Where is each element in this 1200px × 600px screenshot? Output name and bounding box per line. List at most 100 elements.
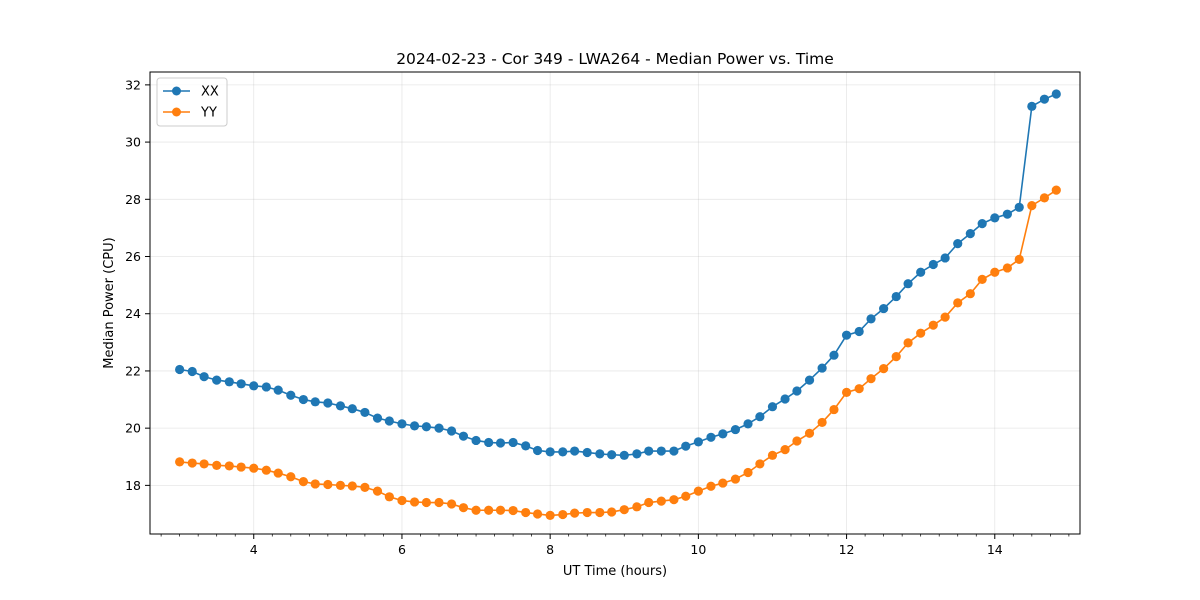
data-point-yy	[977, 274, 987, 284]
data-point-yy	[484, 505, 494, 515]
data-point-yy	[286, 472, 296, 482]
data-point-yy	[236, 462, 246, 472]
data-point-yy	[458, 503, 469, 513]
data-point-xx	[434, 423, 444, 433]
data-point-xx	[545, 447, 555, 457]
data-point-yy	[224, 461, 234, 471]
data-point-xx	[706, 432, 716, 442]
data-point-yy	[681, 491, 691, 501]
data-point-xx	[175, 364, 185, 375]
data-point-xx	[484, 437, 494, 448]
ticks: 4 6 8 10 12 14 18 20 22 24 26 28 30 32	[125, 77, 1070, 557]
data-point-xx	[767, 402, 778, 412]
x-tick-label: 12	[839, 542, 855, 557]
data-point-yy	[965, 289, 975, 299]
data-point-yy	[804, 428, 815, 438]
data-point-yy	[1014, 254, 1024, 264]
data-point-xx	[397, 419, 407, 429]
data-point-xx	[632, 449, 642, 459]
data-point-xx	[372, 413, 383, 423]
data-point-xx	[310, 397, 320, 407]
data-point-yy	[854, 384, 864, 394]
data-point-xx	[1002, 209, 1012, 219]
data-point-xx	[669, 446, 679, 456]
data-point-yy	[397, 495, 407, 506]
data-point-xx	[891, 291, 901, 302]
data-point-xx	[792, 386, 802, 396]
data-point-yy	[990, 267, 1000, 277]
data-point-yy	[532, 509, 543, 519]
data-point-yy	[495, 505, 506, 515]
data-point-yy	[743, 467, 753, 478]
data-point-xx	[360, 407, 370, 418]
data-point-xx	[558, 447, 568, 457]
data-point-xx	[804, 375, 815, 385]
data-point-yy	[249, 463, 259, 473]
data-point-yy	[817, 417, 827, 428]
data-point-xx	[286, 390, 296, 400]
data-point-yy	[199, 459, 209, 469]
data-point-yy	[718, 478, 728, 488]
data-point-xx	[928, 259, 938, 270]
grid	[150, 72, 1080, 534]
data-point-yy	[730, 474, 741, 484]
data-point-yy	[323, 479, 333, 490]
x-tick-label: 4	[250, 542, 258, 557]
data-point-xx	[656, 446, 666, 456]
data-point-yy	[187, 458, 197, 468]
data-point-xx	[817, 363, 827, 373]
data-point-yy	[508, 505, 518, 516]
data-point-xx	[495, 438, 506, 448]
data-point-xx	[323, 398, 333, 408]
y-tick-label: 24	[125, 306, 141, 321]
data-point-yy	[693, 486, 703, 496]
data-point-xx	[384, 416, 394, 426]
data-point-xx	[730, 424, 741, 435]
data-point-xx	[866, 314, 876, 324]
data-point-yy	[669, 495, 679, 505]
data-point-xx	[743, 419, 753, 429]
data-point-xx	[940, 253, 950, 263]
data-point-yy	[335, 480, 346, 490]
data-point-yy	[953, 298, 963, 308]
data-point-xx	[1051, 89, 1061, 99]
data-point-yy	[916, 328, 926, 338]
data-point-xx	[261, 382, 271, 392]
data-point-yy	[545, 510, 555, 521]
x-tick-label: 14	[987, 542, 1003, 557]
data-point-xx	[570, 446, 580, 456]
data-point-yy	[582, 507, 592, 518]
data-point-xx	[471, 435, 481, 446]
data-point-yy	[632, 502, 642, 512]
data-point-xx	[879, 303, 889, 314]
data-point-xx	[693, 437, 703, 447]
data-point-yy	[471, 505, 481, 515]
data-point-yy	[175, 457, 185, 467]
y-tick-label: 26	[125, 249, 141, 264]
data-point-xx	[447, 426, 457, 436]
data-point-yy	[1039, 193, 1050, 203]
data-point-yy	[409, 497, 420, 507]
x-axis-label: UT Time (hours)	[563, 564, 667, 579]
data-point-yy	[521, 507, 531, 518]
data-point-yy	[1051, 185, 1061, 195]
data-point-yy	[372, 486, 383, 496]
data-point-yy	[767, 450, 778, 460]
data-point-xx	[1027, 101, 1037, 111]
data-point-xx	[508, 437, 518, 448]
data-point-xx	[681, 441, 691, 451]
data-point-yy	[940, 312, 950, 322]
data-point-xx	[755, 412, 765, 422]
y-tick-label: 32	[125, 77, 141, 92]
data-point-xx	[249, 381, 259, 391]
data-point-yy	[360, 482, 370, 492]
data-point-yy	[792, 436, 802, 446]
data-point-xx	[780, 394, 790, 404]
data-point-yy	[879, 364, 889, 374]
data-point-yy	[891, 352, 901, 362]
data-point-xx	[644, 446, 654, 456]
data-point-xx	[990, 213, 1000, 223]
data-point-yy	[347, 481, 357, 491]
data-point-yy	[298, 477, 308, 487]
